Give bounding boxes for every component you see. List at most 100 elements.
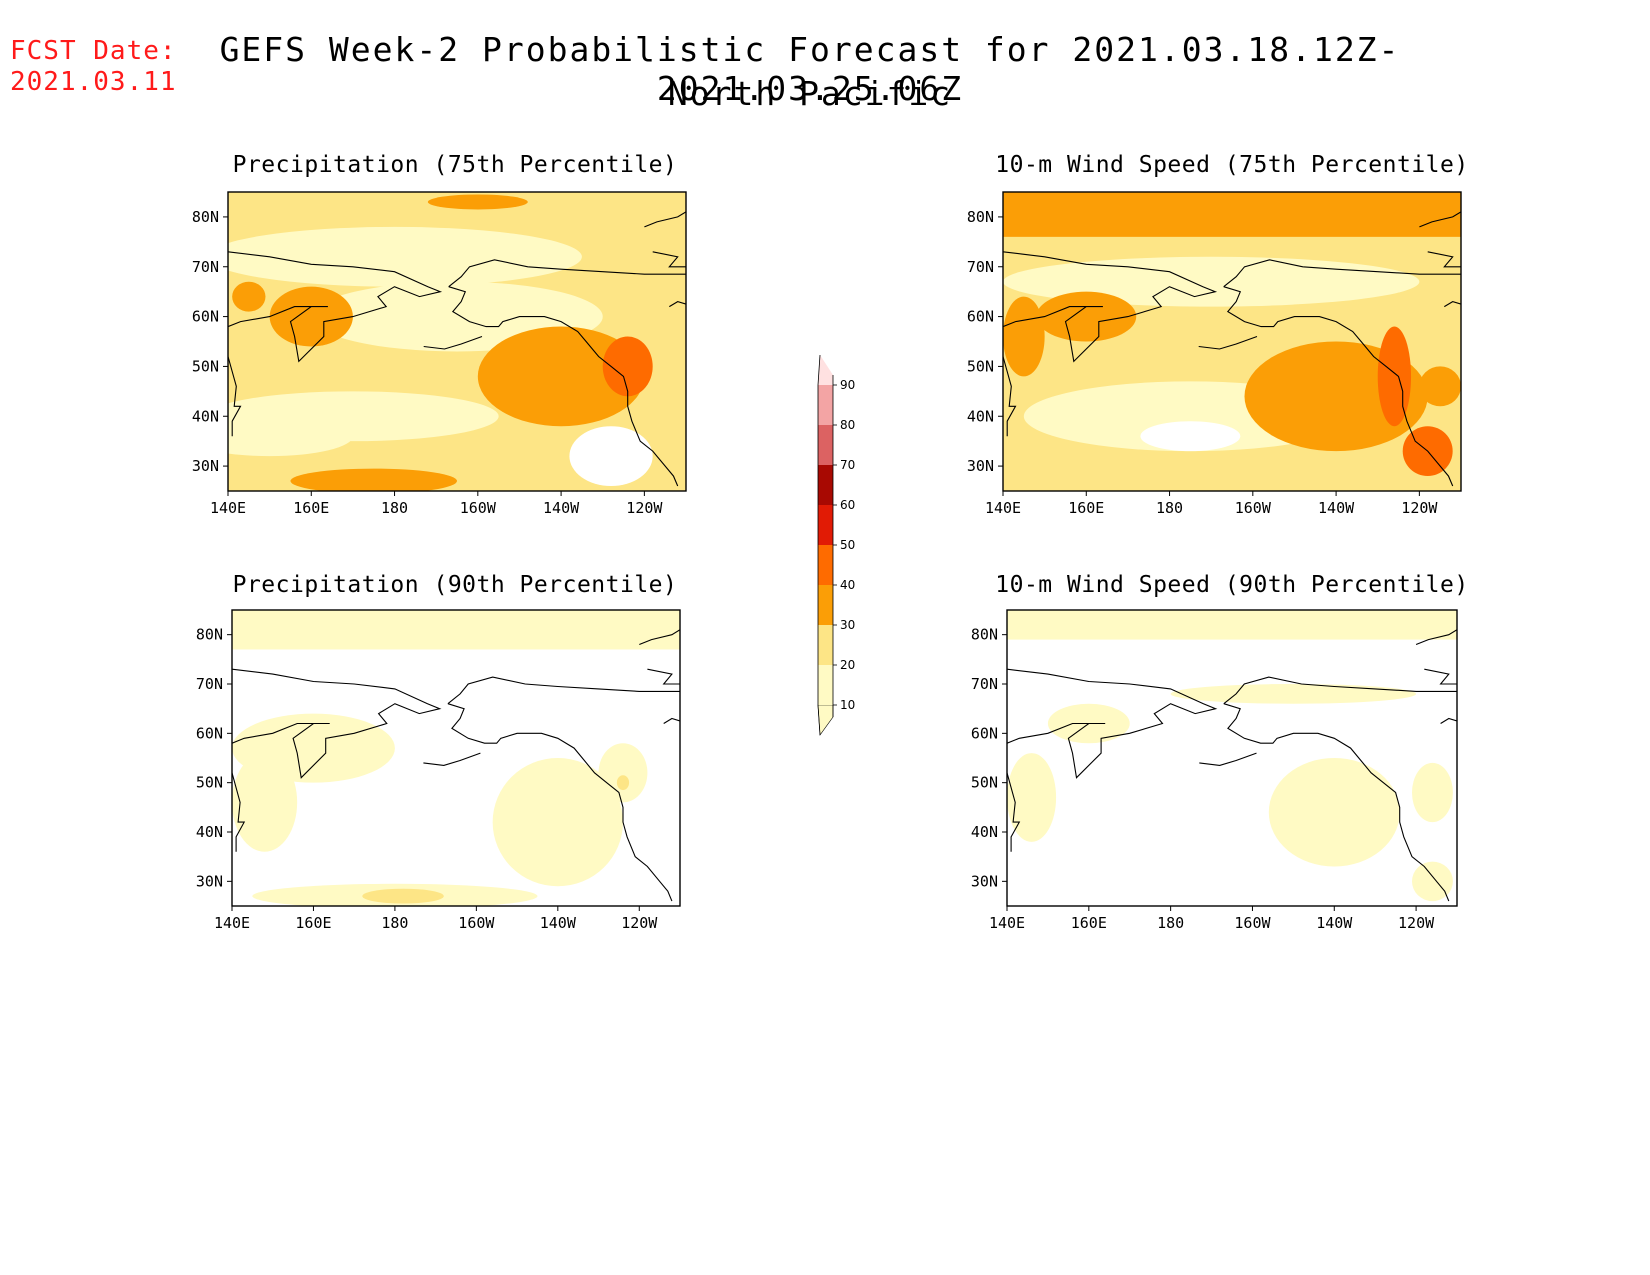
lon-label: 180 — [381, 914, 408, 932]
lon-label: 160E — [1068, 499, 1104, 517]
coastline — [232, 772, 246, 852]
shading-area — [427, 194, 528, 210]
lat-label: 50N — [967, 357, 994, 375]
shading-area — [232, 753, 298, 852]
shading-area — [1419, 366, 1461, 407]
coastline — [1223, 676, 1457, 705]
panel-title-precip-90: Precipitation (90th Percentile) — [232, 572, 678, 598]
lat-label: 50N — [192, 357, 219, 375]
coastline — [228, 251, 443, 363]
coastline — [1415, 629, 1457, 646]
coastline — [232, 668, 442, 779]
shading-area — [1036, 291, 1137, 342]
no-signal-area — [569, 426, 653, 487]
colorbar-label: 30 — [840, 618, 855, 632]
shading-area — [362, 888, 444, 904]
lat-label: 70N — [967, 258, 994, 276]
shading-area — [1007, 753, 1057, 842]
lat-label: 80N — [967, 208, 994, 226]
lon-label: 180 — [1157, 914, 1184, 932]
lon-label: 140W — [1316, 914, 1353, 932]
shading-area — [1412, 762, 1453, 823]
shading-area — [1377, 326, 1412, 427]
coastline — [652, 251, 686, 268]
colorbar-swatch — [818, 545, 833, 585]
lon-label: 160W — [458, 914, 495, 932]
lon-label: 160E — [293, 499, 329, 517]
colorbar-label: 60 — [840, 498, 855, 512]
lat-label: 30N — [196, 872, 223, 890]
colorbar-end-low — [817, 704, 834, 736]
coastline — [448, 286, 679, 487]
lat-label: 40N — [192, 407, 219, 425]
colorbar-end-high — [818, 355, 833, 385]
coastline — [639, 629, 680, 646]
shading-area — [1412, 861, 1453, 902]
shading-area — [232, 281, 266, 312]
precip-90-map: 140E 160E 180 160W 140W 120W 80N 70N 60N 50N 40N 30… — [196, 609, 681, 932]
probability-colorbar: 10 20 30 40 50 60 70 80 90 — [817, 354, 855, 736]
lon-label: 160E — [1071, 914, 1107, 932]
coastline — [447, 703, 673, 902]
map-frame — [1006, 609, 1458, 907]
shading-area — [1170, 684, 1417, 704]
shading-area — [1007, 610, 1457, 640]
shading-layer — [228, 192, 686, 491]
lat-label: 30N — [192, 457, 219, 475]
fcst-date-label: FCST Date: — [10, 36, 177, 66]
shading-area — [290, 468, 457, 491]
fcst-date-block: FCST Date: 2021.03.11 — [10, 36, 177, 98]
fcst-date-value: 2021.03.11 — [10, 67, 177, 97]
lon-label: 140E — [214, 914, 250, 932]
shading-area — [1003, 192, 1461, 237]
wind-75-map: 140E 160E 180 160W 140W 120W 80N 70N 60N 50N 40N 30… — [967, 191, 1462, 517]
shading-layer — [232, 610, 680, 906]
lon-label: 140E — [985, 499, 1021, 517]
coastline — [1223, 259, 1461, 288]
lat-label: 80N — [971, 626, 998, 644]
panel-title-precip-75: Precipitation (75th Percentile) — [232, 152, 678, 178]
coastline — [447, 676, 680, 705]
lon-label: 120W — [626, 499, 663, 517]
lat-label: 70N — [196, 675, 223, 693]
lon-label: 140W — [543, 499, 580, 517]
shading-layer — [1007, 610, 1457, 906]
lat-label: 60N — [971, 724, 998, 742]
region-subtitle: North Pacific — [667, 74, 953, 113]
colorbar-swatch — [818, 585, 833, 625]
shading-base — [1007, 610, 1457, 906]
lon-label: 160E — [295, 914, 331, 932]
wind-90-map: 140E 160E 180 160W 140W 120W 80N 70N 60N 50N 40N 30… — [971, 609, 1458, 932]
coastline — [228, 356, 242, 437]
shading-area — [477, 326, 645, 427]
shading-layer — [1003, 192, 1461, 491]
colorbar-swatch — [818, 665, 833, 705]
shading-area — [1003, 296, 1045, 377]
coastline — [1007, 668, 1218, 779]
coastline — [647, 668, 680, 685]
shading-area — [492, 758, 623, 887]
coastline — [1424, 668, 1457, 685]
coastline — [1427, 251, 1461, 268]
coastline — [1199, 752, 1257, 766]
colorbar-swatch — [818, 625, 833, 665]
shading-area — [602, 336, 653, 397]
shading-area — [232, 610, 680, 650]
coastline — [448, 259, 686, 288]
lon-label: 160W — [1235, 499, 1272, 517]
lon-label: 180 — [1156, 499, 1183, 517]
map-frame — [1002, 191, 1462, 492]
lat-label: 50N — [196, 774, 223, 792]
coastline — [663, 717, 680, 724]
coastline — [1223, 286, 1454, 487]
no-signal-area — [1140, 421, 1241, 452]
lat-label: 80N — [196, 626, 223, 644]
lon-label: 140W — [540, 914, 577, 932]
colorbar-label: 80 — [840, 418, 855, 432]
lon-label: 140E — [210, 499, 246, 517]
lon-label: 120W — [1401, 499, 1438, 517]
main-title: GEFS Week-2 Probabilistic Forecast for 2… — [219, 30, 1401, 108]
colorbar-label: 50 — [840, 538, 855, 552]
colorbar-label: 90 — [840, 378, 855, 392]
colorbar-label: 10 — [840, 698, 855, 712]
